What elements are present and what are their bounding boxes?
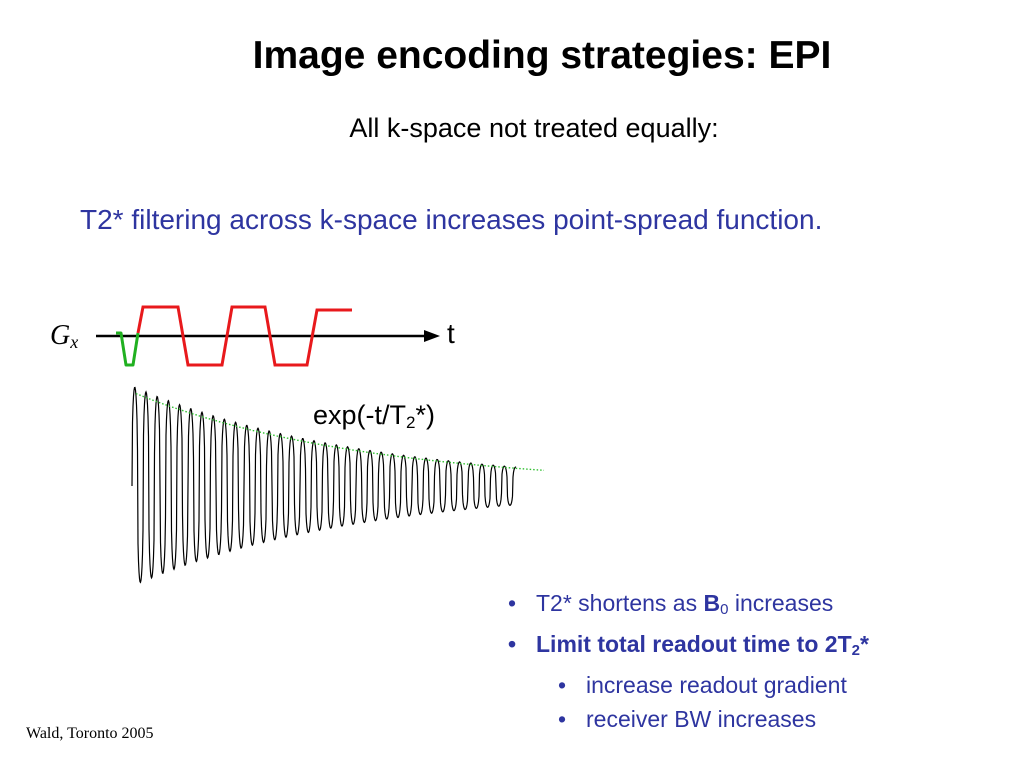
bullet-mark: • xyxy=(508,590,517,616)
bullet-item: • Limit total readout time to 2T2* xyxy=(508,627,869,668)
footer-credit: Wald, Toronto 2005 xyxy=(26,725,154,742)
slide-subtitle: All k-space not treated equally: xyxy=(349,113,719,143)
bullet-list: • T2* shortens as B0 increases • Limit tot… xyxy=(508,586,869,736)
time-label: t xyxy=(447,318,455,349)
slide-title: Image encoding strategies: EPI xyxy=(252,34,832,77)
signal-trace-group xyxy=(131,386,517,584)
bullet-mark: • xyxy=(558,706,567,732)
sub-bullet-item: • receiver BW increases xyxy=(508,702,869,736)
sub-bullet-item: • increase readout gradient xyxy=(508,668,869,702)
gradient-label: Gx xyxy=(50,320,79,352)
decay-label: exp(-t/T2*) xyxy=(313,400,435,432)
bullet-mark: • xyxy=(558,672,567,698)
time-axis-arrowhead xyxy=(424,330,440,342)
readout-gradient-waveform xyxy=(136,305,352,367)
prephaser-lobe xyxy=(116,331,140,367)
lead-statement: T2* filtering across k-space increases p… xyxy=(80,204,823,235)
signal-trace xyxy=(131,386,517,584)
bullet-item: • T2* shortens as B0 increases xyxy=(508,586,869,627)
bullet-mark: • xyxy=(508,631,517,657)
